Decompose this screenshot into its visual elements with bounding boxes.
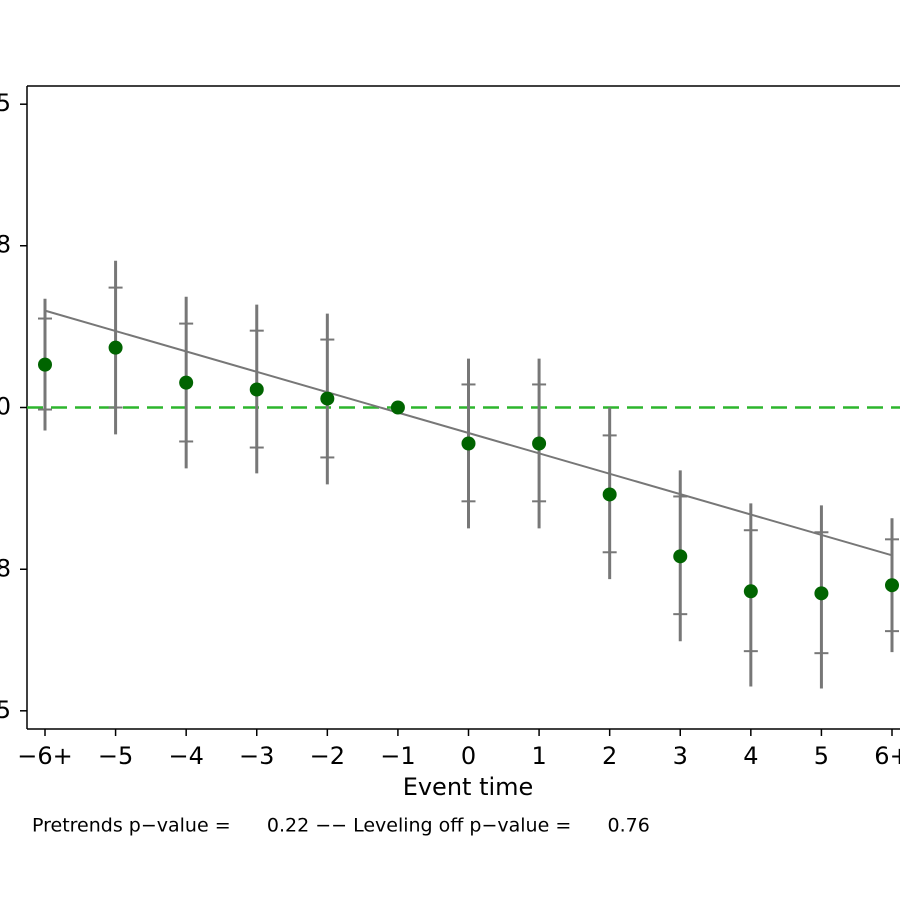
point <box>320 391 335 406</box>
point <box>390 400 405 415</box>
x-tick-label: 2 <box>602 742 617 770</box>
x-tick-label: −6+ <box>17 742 73 770</box>
point <box>108 340 123 355</box>
x-tick-label: −5 <box>98 742 133 770</box>
point <box>885 578 899 593</box>
point <box>743 584 758 599</box>
point <box>179 375 194 390</box>
x-tick-label: 6+ <box>874 742 900 770</box>
point <box>673 549 688 564</box>
y-tick-label: -.08 <box>0 554 11 582</box>
point <box>602 487 617 502</box>
point <box>814 586 829 601</box>
y-tick-label: .08 <box>0 231 11 259</box>
x-tick-label: −1 <box>380 742 415 770</box>
x-tick-label: −2 <box>310 742 345 770</box>
x-axis-label: Event time <box>403 773 534 801</box>
x-tick-label: 3 <box>673 742 688 770</box>
note: Pretrends p−value = 0.22 −− Leveling off… <box>32 815 650 837</box>
x-tick-label: 0 <box>461 742 476 770</box>
y-tick-label: -.15 <box>0 696 11 724</box>
point <box>38 357 52 372</box>
x-tick-label: −4 <box>168 742 203 770</box>
point <box>249 382 264 397</box>
y-tick-label: .15 <box>0 89 11 117</box>
y-tick-label: 0 <box>0 393 11 421</box>
x-tick-label: 1 <box>531 742 546 770</box>
x-tick-label: 4 <box>743 742 758 770</box>
x-tick-label: 5 <box>814 742 829 770</box>
point <box>532 436 547 451</box>
x-tick-label: −3 <box>239 742 274 770</box>
point <box>461 436 476 451</box>
